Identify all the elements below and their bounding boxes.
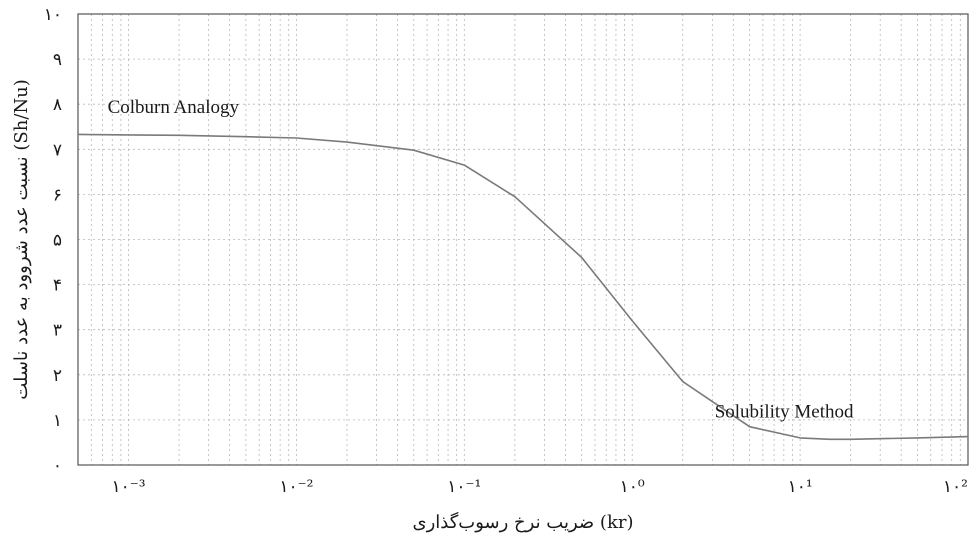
x-axis-label: (kr) ضریب نرخ رسوب‌گذاری	[412, 511, 633, 533]
y-tick-label: ۱۰	[44, 5, 62, 25]
x-tick-label: ۱۰¹	[788, 477, 813, 497]
annotation-label: Colburn Analogy	[108, 97, 240, 118]
y-tick-label: ۰	[53, 456, 62, 476]
y-tick-label: ۵	[53, 231, 62, 251]
x-tick-label: ۱۰²	[943, 477, 968, 497]
x-tick-label: ۱۰⁻¹	[447, 477, 481, 497]
annotations: Colburn Analogy Solubility Method	[108, 97, 854, 422]
series-layer	[77, 133, 969, 441]
y-tick-label: ۳	[53, 321, 62, 341]
y-tick-labels: ۰ ۱ ۲ ۳ ۴ ۵ ۶ ۷ ۸ ۹ ۱۰	[44, 5, 62, 476]
y-tick-label: ۸	[53, 95, 62, 115]
x-tick-label: ۱۰⁰	[620, 477, 645, 497]
y-tick-label: ۲	[53, 366, 62, 386]
x-tick-labels: ۱۰⁻³ ۱۰⁻² ۱۰⁻¹ ۱۰⁰ ۱۰¹ ۱۰²	[112, 477, 968, 497]
y-tick-label: ۴	[53, 276, 62, 296]
plot-frame	[77, 13, 969, 466]
y-tick-label: ۹	[53, 50, 62, 70]
annotation-label: Solubility Method	[715, 402, 854, 423]
y-tick-label: ۱	[53, 411, 62, 431]
y-tick-label: ۷	[53, 140, 62, 160]
y-axis-label: (Sh/Nu) نسبت عدد شروود به عدد ناسلت	[11, 79, 32, 400]
y-tick-label: ۶	[53, 185, 62, 205]
x-tick-label: ۱۰⁻³	[112, 477, 146, 497]
series-line	[77, 133, 969, 441]
x-tick-label: ۱۰⁻²	[279, 477, 313, 497]
grid	[78, 14, 968, 465]
